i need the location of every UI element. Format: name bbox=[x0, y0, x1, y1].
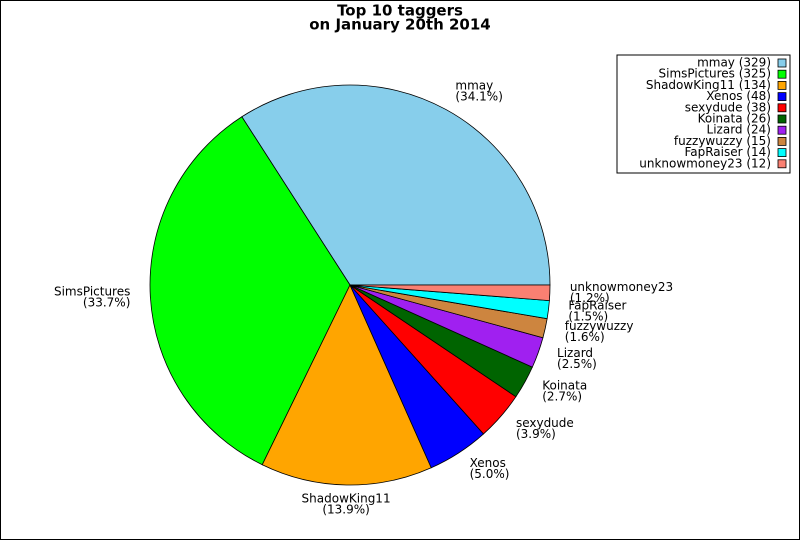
slice-percent: (5.0%) bbox=[470, 467, 510, 481]
legend-swatch bbox=[777, 58, 787, 68]
legend-label: ShadowKing11 (134) bbox=[646, 78, 771, 92]
legend-label: sexydude (38) bbox=[685, 100, 771, 114]
pie-slice bbox=[349, 284, 551, 302]
legend-label: fuzzywuzzy (15) bbox=[674, 134, 771, 148]
slice-percent: (2.7%) bbox=[542, 389, 582, 403]
slice-label: Xenos bbox=[470, 456, 506, 470]
legend-swatch bbox=[777, 125, 787, 135]
slice-percent: (33.7%) bbox=[83, 295, 130, 309]
legend-swatch bbox=[777, 103, 787, 113]
slice-percent: (1.2%) bbox=[570, 291, 610, 305]
legend-swatch bbox=[777, 114, 787, 124]
legend-swatch bbox=[777, 92, 787, 101]
pie-slice bbox=[261, 284, 432, 486]
slice-label: mmay bbox=[455, 78, 493, 92]
legend-swatch bbox=[777, 136, 787, 146]
slice-label: unknowmoney23 bbox=[570, 280, 673, 294]
slice-label: Lizard bbox=[557, 346, 593, 360]
slice-label: fuzzywuzzy bbox=[565, 319, 634, 333]
legend-swatch bbox=[777, 81, 787, 90]
pie-slice bbox=[149, 116, 351, 466]
slice-label: SimsPictures bbox=[54, 284, 130, 298]
chart-title: Top 10 taggers bbox=[337, 2, 463, 20]
slice-label: FapRaiser bbox=[568, 299, 626, 313]
legend-box bbox=[616, 54, 791, 174]
slice-percent: (34.1%) bbox=[455, 89, 502, 103]
slice-percent: (13.9%) bbox=[322, 502, 369, 516]
legend-swatch bbox=[777, 159, 787, 169]
slice-label: sexydude bbox=[516, 416, 574, 430]
legend-swatch bbox=[777, 69, 787, 79]
slice-percent: (1.5%) bbox=[568, 310, 608, 324]
legend-label: SimsPictures (325) bbox=[659, 67, 772, 81]
slice-label: Koinata bbox=[542, 378, 587, 392]
slice-percent: (1.6%) bbox=[565, 330, 605, 344]
legend-swatch bbox=[777, 148, 787, 158]
legend-label: Lizard (24) bbox=[707, 123, 771, 137]
slice-percent: (3.9%) bbox=[516, 427, 556, 441]
legend-label: Koinata (26) bbox=[698, 112, 771, 126]
slice-percent: (2.5%) bbox=[557, 357, 597, 371]
pie-slice bbox=[241, 84, 551, 286]
legend-label: FapRaiser (14) bbox=[684, 145, 771, 159]
slice-label: ShadowKing11 bbox=[302, 491, 391, 505]
legend-label: unknowmoney23 (12) bbox=[639, 156, 771, 170]
legend-label: mmay (329) bbox=[697, 56, 771, 70]
chart-title: on January 20th 2014 bbox=[309, 16, 490, 34]
legend-label: Xenos (48) bbox=[706, 89, 771, 103]
